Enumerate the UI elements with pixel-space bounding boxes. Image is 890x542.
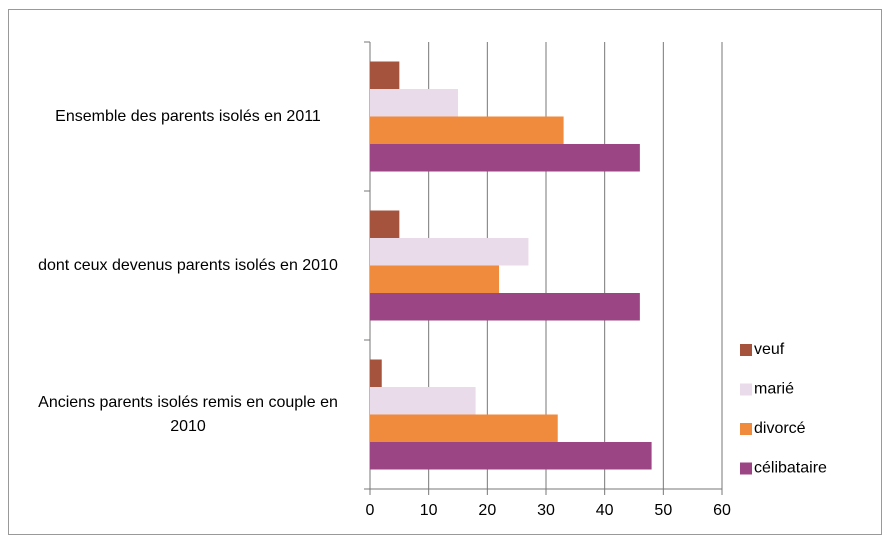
bar xyxy=(370,387,476,415)
bar xyxy=(370,359,382,387)
bar xyxy=(370,89,458,117)
bar xyxy=(370,265,500,293)
bar xyxy=(370,210,400,238)
legend-label: célibataire xyxy=(754,460,827,477)
y-tick-label: Ensemble des parents isolés en 2011 xyxy=(55,107,321,125)
legend-label: marié xyxy=(754,381,794,398)
x-tick-label: 10 xyxy=(420,502,438,519)
legend-swatch xyxy=(740,344,752,356)
y-tick-label: dont ceux devenus parents isolés en 2010 xyxy=(38,256,338,274)
bar xyxy=(370,442,652,470)
x-tick-label: 60 xyxy=(713,502,731,519)
legend-swatch xyxy=(740,462,752,475)
bar xyxy=(370,238,529,266)
bar xyxy=(370,116,564,144)
bar xyxy=(370,144,640,172)
x-tick-label: 50 xyxy=(654,502,672,519)
legend-label: veuf xyxy=(754,341,785,358)
legend-swatch xyxy=(740,383,752,396)
bar xyxy=(370,61,400,89)
legend-swatch xyxy=(740,423,752,435)
x-tick-label: 40 xyxy=(596,502,614,519)
bar xyxy=(370,414,558,442)
x-tick-label: 20 xyxy=(478,502,496,519)
x-tick-label: 30 xyxy=(537,502,555,519)
chart-border xyxy=(8,9,882,535)
bar xyxy=(370,293,640,321)
legend-label: divorcé xyxy=(754,420,806,437)
x-tick-label: 0 xyxy=(366,502,375,519)
y-tick-label: Anciens parents isolés remis en couple e… xyxy=(38,393,338,435)
